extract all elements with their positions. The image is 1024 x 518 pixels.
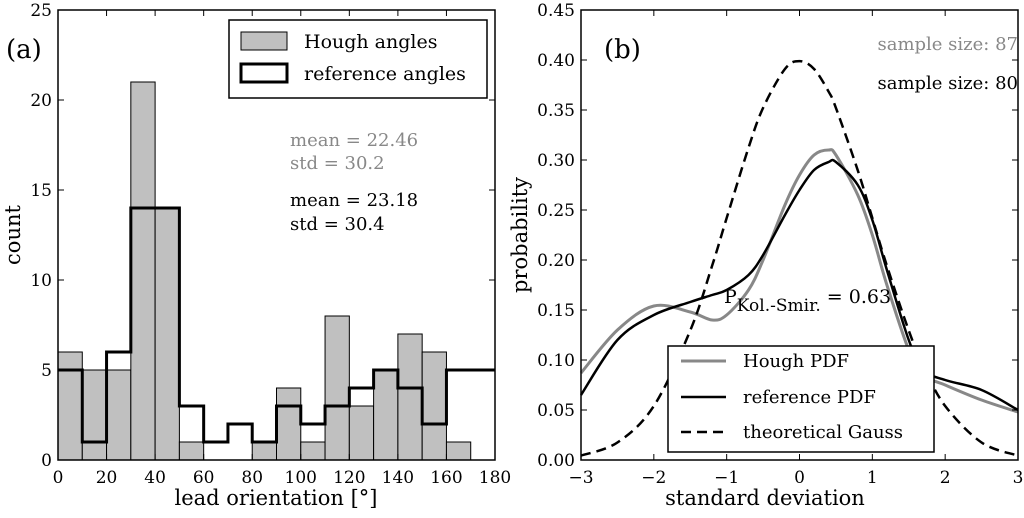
y-tick-label: 0.35 <box>537 101 575 121</box>
x-tick-label: 100 <box>285 468 317 488</box>
y-tick-label: 0.10 <box>537 351 575 371</box>
reference-step-line <box>58 206 495 444</box>
x-tick-label: 20 <box>96 468 118 488</box>
reference-sample-size: sample size: 80 <box>877 73 1018 94</box>
hough-mean-annotation: mean = 22.46 <box>290 130 418 151</box>
hough-bar <box>81 369 108 461</box>
legend-gauss-label: theoretical Gauss <box>743 422 903 443</box>
x-tick-label: 3 <box>1013 468 1024 488</box>
x-tick-label: 1 <box>867 468 878 488</box>
panel-a-y-ticks: 0 5 10 15 20 25 <box>30 1 495 471</box>
hough-bar <box>445 441 472 461</box>
hough-std-annotation: std = 30.2 <box>290 153 385 174</box>
legend-reference-label: reference angles <box>304 63 466 85</box>
panel-a-x-ticks: 0 20 40 60 80 100 120 140 160 180 <box>53 10 511 488</box>
y-tick-label: 0.20 <box>537 251 575 271</box>
x-tick-label: −3 <box>568 468 593 488</box>
hough-bar <box>251 441 278 461</box>
hough-bar <box>130 81 156 461</box>
panel-b-pdf: −3 −2 −1 0 1 2 3 0.000.050.100.150.200.250.300… <box>508 1 1023 510</box>
legend-hough-pdf-label: Hough PDF <box>743 351 849 372</box>
x-tick-label: 160 <box>430 468 462 488</box>
hough-bar <box>324 315 350 461</box>
legend-swatch-hough <box>240 31 288 51</box>
panel-a-legend: Hough angles reference angles <box>228 19 488 99</box>
hough-bar <box>178 441 205 461</box>
hough-bar <box>397 333 423 461</box>
y-tick-label: 10 <box>30 271 52 291</box>
y-tick-label: 0 <box>41 451 52 471</box>
hough-sample-size: sample size: 87 <box>877 34 1018 55</box>
hough-bar <box>106 369 132 461</box>
y-tick-label: 0.15 <box>537 301 575 321</box>
x-tick-label: 80 <box>241 468 263 488</box>
y-tick-label: 5 <box>41 361 52 381</box>
y-tick-label: 20 <box>30 91 52 111</box>
panel-b-x-label: standard deviation <box>665 486 865 510</box>
hough-bar <box>154 207 180 461</box>
legend-reference-pdf-label: reference PDF <box>743 387 876 408</box>
ks-subscript: Kol.-Smir. <box>737 296 821 316</box>
panel-a-frame <box>57 9 496 461</box>
panel-b-label: (b) <box>604 35 641 65</box>
panel-a-y-label: count <box>1 204 25 264</box>
panel-b-y-label: probability <box>508 177 532 293</box>
panel-b-y-ticks: 0.00 0.05 0.10 0.15 0.20 0.25 0.30 0.35 0.40 0.45 <box>537 1 1018 471</box>
ks-annotation: PKol.-Smir. = 0.63 <box>724 286 891 316</box>
reference-std-annotation: std = 30.4 <box>290 214 385 235</box>
legend-swatch-reference <box>239 62 289 84</box>
x-tick-label: 0 <box>794 468 805 488</box>
hough-bar <box>373 369 399 461</box>
panel-a-histogram: 0 20 40 60 80 100 120 140 160 180 0 5 10 15 20 25 lead… <box>1 1 511 510</box>
x-tick-label: 2 <box>940 468 951 488</box>
hough-bar <box>300 441 326 461</box>
hough-bar <box>421 351 447 461</box>
y-tick-label: 15 <box>30 181 52 201</box>
x-tick-label: 120 <box>333 468 365 488</box>
y-tick-label: 0.40 <box>537 51 575 71</box>
hough-bar <box>276 387 302 461</box>
reference-mean-annotation: mean = 23.18 <box>290 190 418 211</box>
y-tick-label: 0.30 <box>537 151 575 171</box>
y-tick-label: 25 <box>30 1 52 21</box>
x-tick-label: 140 <box>382 468 414 488</box>
y-tick-label: 0.25 <box>537 201 575 221</box>
y-tick-label: 0.45 <box>537 1 575 21</box>
panel-a-label: (a) <box>6 35 42 65</box>
hough-bars <box>57 81 472 461</box>
ks-value: = 0.63 <box>821 286 891 308</box>
x-tick-label: 0 <box>53 468 64 488</box>
legend-box <box>667 345 935 453</box>
panel-a-x-label: lead orientation [°] <box>175 486 378 510</box>
legend-hough-label: Hough angles <box>304 31 437 53</box>
panel-b-x-ticks: −3 −2 −1 0 1 2 3 <box>568 10 1023 488</box>
y-tick-label: 0.05 <box>537 401 575 421</box>
ks-p-symbol: P <box>724 286 737 308</box>
x-tick-label: −2 <box>641 468 666 488</box>
y-tick-label: 0.00 <box>537 451 575 471</box>
hough-bar <box>348 405 375 461</box>
x-tick-label: 60 <box>193 468 215 488</box>
x-tick-label: −1 <box>714 468 739 488</box>
x-tick-label: 180 <box>479 468 511 488</box>
panel-b-legend: Hough PDF reference PDF theoretical Gaus… <box>667 345 935 453</box>
hough-bar <box>57 351 83 461</box>
x-tick-label: 40 <box>144 468 166 488</box>
